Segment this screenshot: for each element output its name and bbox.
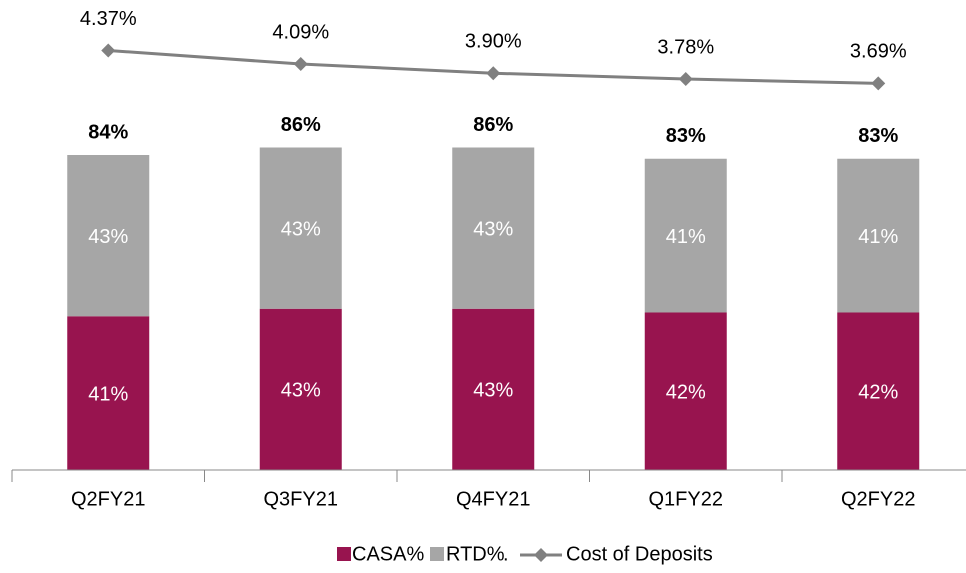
x-tick-label: Q4FY21: [456, 488, 530, 510]
bar-total-label: 86%: [473, 114, 513, 136]
bar-value-label: 43%: [88, 226, 128, 248]
bar-segment: [837, 312, 920, 470]
bar-total-label: 86%: [281, 114, 321, 136]
bar-value-label: 42%: [666, 382, 706, 404]
line-marker: [293, 57, 308, 72]
line-marker: [486, 66, 501, 81]
legend-label: RTD%: [446, 543, 505, 565]
bar-segment: [259, 308, 342, 470]
line-marker: [678, 72, 693, 87]
line-marker: [871, 76, 886, 91]
bar-segment: [644, 158, 727, 313]
bar-value-label: 43%: [281, 380, 321, 402]
x-tick-label: Q2FY22: [841, 488, 915, 510]
line-value-label: 4.09%: [272, 21, 329, 43]
bar-segment: [67, 316, 150, 470]
x-tick-label: Q3FY21: [264, 488, 338, 510]
bar-segment: [837, 158, 920, 313]
bar-total-label: 84%: [88, 121, 128, 143]
bar-total-label: 83%: [666, 125, 706, 147]
bar-value-label: 41%: [666, 226, 706, 248]
line-value-label: 3.90%: [465, 31, 522, 53]
line-marker: [101, 43, 116, 58]
line-value-label: 3.69%: [850, 41, 907, 63]
bar-segment: [452, 308, 535, 470]
bar-value-label: 43%: [473, 218, 513, 240]
bar-total-label: 83%: [858, 125, 898, 147]
bar-segment: [452, 147, 535, 309]
legend-swatch: [430, 547, 444, 561]
bar-segment: [644, 312, 727, 470]
bar-segment: [67, 155, 150, 317]
x-tick-label: Q2FY21: [71, 488, 145, 510]
bar-value-label: 42%: [858, 382, 898, 404]
legend-label: Cost of Deposits: [566, 543, 713, 565]
legend-separator: .: [503, 543, 509, 565]
line-value-label: 3.78%: [657, 36, 714, 58]
bar-value-label: 41%: [858, 226, 898, 248]
bar-value-label: 43%: [473, 380, 513, 402]
legend-label: CASA%: [352, 543, 424, 565]
line-value-label: 4.37%: [80, 8, 137, 30]
legend-swatch: [337, 547, 351, 561]
legend-marker: [534, 548, 548, 562]
bar-value-label: 41%: [88, 383, 128, 405]
x-tick-label: Q1FY22: [649, 488, 723, 510]
bar-value-label: 43%: [281, 218, 321, 240]
bar-segment: [259, 147, 342, 309]
